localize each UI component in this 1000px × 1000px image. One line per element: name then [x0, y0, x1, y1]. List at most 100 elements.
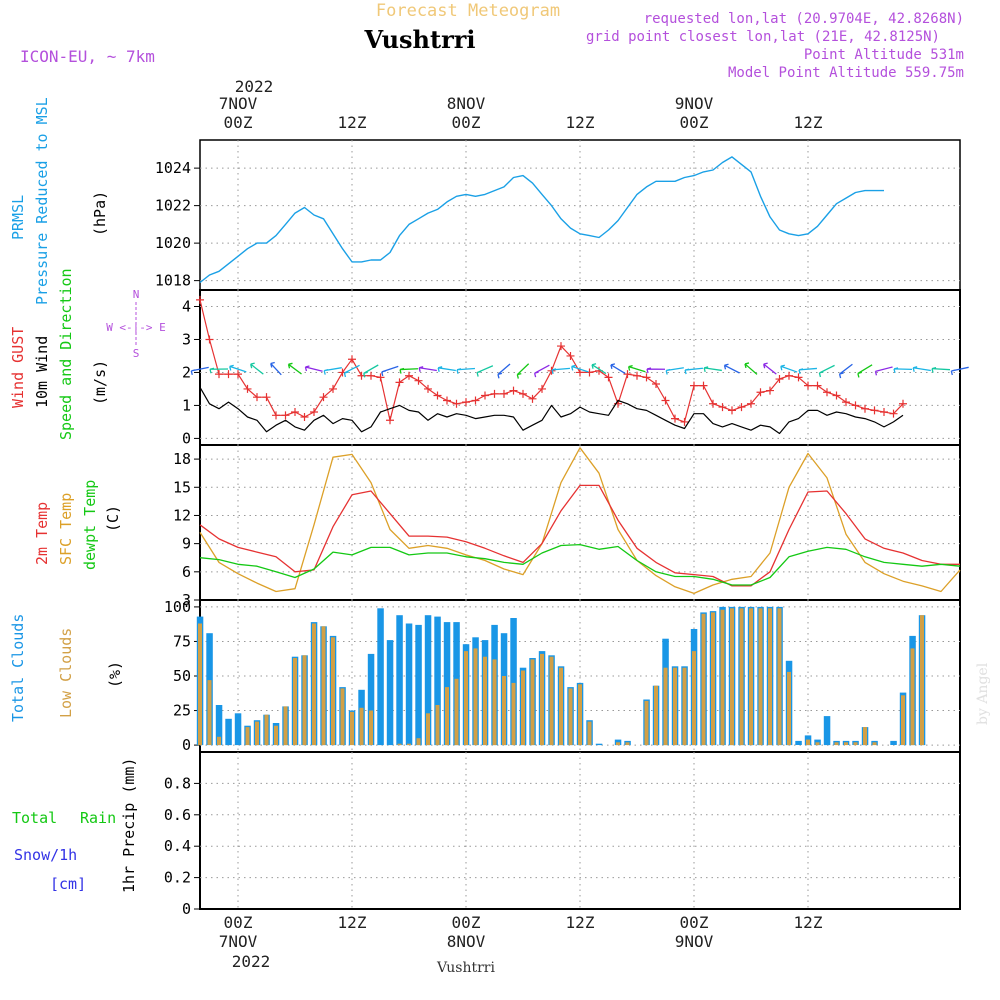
gust-marker — [547, 366, 556, 375]
low-cloud-bar — [321, 626, 326, 746]
gust-marker — [870, 406, 879, 415]
total-cloud-bar — [377, 608, 384, 746]
low-cloud-bar — [511, 682, 516, 746]
rain-label-a: Total — [12, 809, 57, 827]
low-cloud-bar — [654, 685, 658, 746]
gust-marker — [766, 386, 774, 395]
y-tick-label: 1022 — [155, 197, 191, 215]
gust-marker — [509, 386, 518, 395]
y-tick-label: 3 — [182, 591, 191, 609]
low-cloud-bar — [521, 670, 525, 746]
bottom-time-tick-label: 00Z — [680, 913, 709, 932]
y-tick-label: 6 — [182, 563, 191, 581]
total-cloud-bar — [405, 623, 413, 746]
wind-direction-arrow — [516, 363, 530, 379]
wind-direction-arrow — [591, 363, 607, 375]
top-time-tick-label: 00Z — [452, 113, 481, 132]
total-cloud-bar — [396, 615, 403, 746]
wind-direction-arrow — [363, 364, 379, 378]
low-cloud-bar — [910, 648, 915, 746]
wind10-label: 10m Wind — [33, 336, 51, 408]
y-tick-label: 1024 — [155, 159, 191, 177]
low-cloud-bar — [711, 612, 715, 746]
wind-direction-arrow — [931, 366, 951, 373]
gust-marker — [500, 389, 508, 398]
gust-marker — [281, 411, 290, 420]
low-cloud-bar — [464, 651, 468, 746]
gust-marker — [557, 342, 565, 351]
total-cloud-bar — [890, 740, 897, 745]
low-cloud-bar — [369, 710, 373, 745]
total-cloud-bar — [595, 743, 603, 746]
y-tick-label: 18 — [173, 450, 191, 468]
gust-marker — [481, 391, 489, 400]
gust-marker — [490, 389, 499, 398]
gust-marker — [538, 384, 546, 393]
gust-marker — [224, 370, 233, 379]
gust-marker — [243, 384, 252, 393]
gust-marker — [462, 398, 470, 407]
top-date-label: 7NOV — [219, 94, 258, 113]
total-cloud-bar — [367, 653, 375, 746]
low-cloud-bar — [264, 714, 269, 746]
wind-direction-arrow — [874, 366, 893, 376]
low-cloud-bar — [416, 738, 421, 746]
gust-marker — [794, 373, 803, 382]
wind-direction-arrow — [665, 367, 684, 375]
gust-marker — [443, 396, 451, 405]
y-tick-label: 4 — [182, 297, 191, 315]
gust-marker — [234, 370, 242, 379]
total-clouds-label: Total Clouds — [9, 614, 27, 722]
wind-direction-arrow — [270, 361, 282, 376]
total-cloud-bar — [823, 716, 831, 746]
gust-marker — [424, 384, 432, 393]
low-cloud-bar — [863, 727, 867, 746]
gust-marker — [253, 393, 261, 402]
y-tick-label: 0 — [182, 900, 191, 918]
snow-label: Snow/1h — [14, 846, 77, 864]
wind-direction-arrow — [798, 367, 818, 375]
gust-marker — [319, 393, 328, 402]
wind-direction-arrow — [780, 364, 798, 373]
gust-marker — [205, 335, 214, 344]
total-cloud-bar — [215, 705, 223, 746]
compass-rose: N W <-|-> E S — [106, 288, 166, 360]
gust-marker — [215, 370, 223, 379]
low-cloud-bar — [350, 711, 354, 746]
model-altitude: Model Point Altitude 559.75m — [728, 65, 964, 81]
gust-label: Wind GUST — [9, 327, 27, 408]
low-cloud-bar — [502, 676, 506, 746]
bottom-time-tick-label: 12Z — [566, 913, 595, 932]
low-cloud-bar — [701, 613, 706, 746]
low-cloud-bar — [331, 637, 335, 746]
wind-direction-arrow — [287, 362, 302, 375]
gust-marker — [414, 376, 423, 385]
wind-direction-arrow — [190, 366, 209, 376]
wind-unit-label: (m/s) — [91, 360, 109, 405]
bottom-date-label: 7NOV — [219, 932, 258, 951]
low-cloud-bar — [473, 648, 478, 746]
low-cloud-bar — [559, 667, 563, 746]
gust-marker — [329, 384, 337, 393]
gust-marker — [709, 399, 717, 408]
gust-marker — [604, 373, 613, 382]
low-cloud-bar — [435, 705, 440, 746]
gust-marker — [785, 371, 793, 380]
snow-unit-label: [cm] — [50, 875, 86, 893]
low-cloud-bar — [901, 695, 905, 745]
low-cloud-bar — [806, 739, 810, 746]
low-cloud-bar — [283, 706, 288, 746]
wind-direction-arrow — [304, 365, 323, 372]
low-cloud-bar — [454, 678, 459, 746]
low-cloud-bar — [749, 608, 753, 746]
gust-marker — [804, 381, 812, 390]
prmsl-label: PRMSL — [9, 195, 27, 240]
prmsl-desc-label: Pressure Reduced to MSL — [33, 97, 51, 305]
gust-marker — [756, 388, 765, 397]
wind-dir-label: Speed and Direction — [57, 268, 75, 440]
y-tick-label: 75 — [173, 632, 191, 650]
y-tick-label: 1018 — [155, 272, 191, 290]
t2m-line — [199, 484, 960, 587]
total-cloud-bar — [415, 624, 422, 746]
